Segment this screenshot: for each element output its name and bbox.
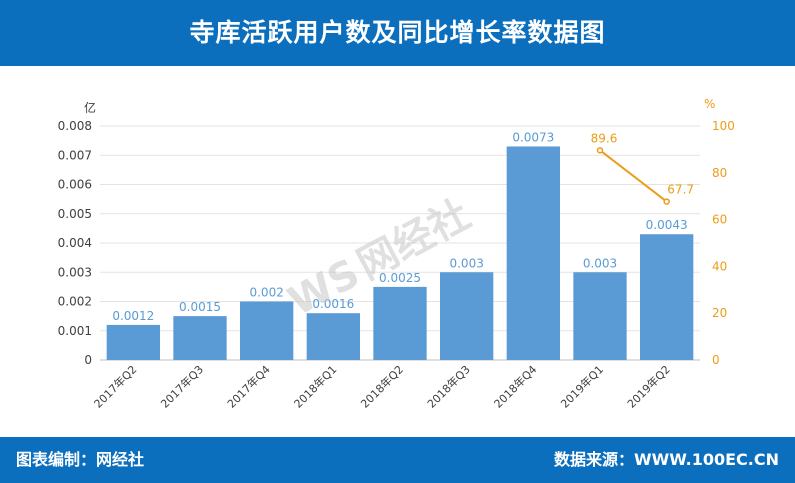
bar [640,234,694,360]
growth-data-label: 67.7 [667,183,694,197]
footer-source: 数据来源：WWW.100EC.CN [553,450,779,469]
bar [106,324,160,360]
y-right-tick-label: 100 [712,119,735,133]
y-left-tick-label: 0.007 [58,148,92,162]
bar [440,272,494,360]
y-right-tick-label: 60 [712,213,727,227]
bar-data-label: 0.0012 [112,309,154,323]
bar [373,286,427,360]
bar [506,146,560,360]
page-title: 寺库活跃用户数及同比增长率数据图 [189,18,606,47]
bar-data-label: 0.0015 [179,300,221,314]
x-tick-label: 2018年Q4 [491,362,540,411]
y-left-tick-label: 0.004 [58,236,92,250]
growth-point [663,198,670,205]
bar-data-label: 0.0073 [512,130,554,144]
y-left-tick-label: 0.003 [58,265,92,279]
growth-line [599,149,668,203]
growth-data-label: 89.6 [591,131,618,145]
x-tick-label: 2019年Q1 [558,362,607,411]
bar [573,272,627,360]
y-right-unit-label: % [704,97,715,111]
bar-data-label: 0.0043 [646,218,688,232]
bar-data-label: 0.003 [583,256,617,270]
bar-data-label: 0.0025 [379,271,421,285]
x-tick-label: 2018年Q1 [291,362,340,411]
y-left-tick-label: 0 [84,353,92,367]
x-tick-label: 2018年Q3 [424,362,473,411]
y-left-unit-label: 亿 [84,100,96,115]
footer-credit: 图表编制：网经社 [16,450,145,469]
y-left-tick-label: 0.008 [58,119,92,133]
y-left-tick-label: 0.005 [58,207,92,221]
y-right-tick-label: 80 [712,166,727,180]
bar [306,313,360,360]
x-tick-label: 2019年Q2 [624,362,673,411]
bar [240,301,294,360]
y-left-tick-label: 0.006 [58,178,92,192]
y-left-tick-label: 0.002 [58,295,92,309]
chart: 0 0.001 0.002 0.003 0.004 0.005 0.006 0.007 0.00… [58,97,735,411]
x-tick-label: 2017年Q4 [224,362,273,411]
bar-data-label: 0.002 [249,286,283,300]
header-bar: 寺库活跃用户数及同比增长率数据图 [0,0,795,66]
footer-bar: 图表编制：网经社 数据来源：WWW.100EC.CN [0,437,795,483]
y-right-tick-label: 20 [712,306,727,320]
bar-data-label: 0.0016 [312,297,354,311]
x-tick-label: 2018年Q2 [358,362,407,411]
x-tick-label: 2017年Q3 [158,362,207,411]
x-tick-label: 2017年Q2 [91,362,140,411]
bar-data-label: 0.003 [449,256,483,270]
y-left-tick-label: 0.001 [58,324,92,338]
y-right-tick-label: 0 [712,353,720,367]
growth-point [596,147,604,154]
y-right-tick-label: 40 [712,259,727,273]
bar [173,316,227,360]
